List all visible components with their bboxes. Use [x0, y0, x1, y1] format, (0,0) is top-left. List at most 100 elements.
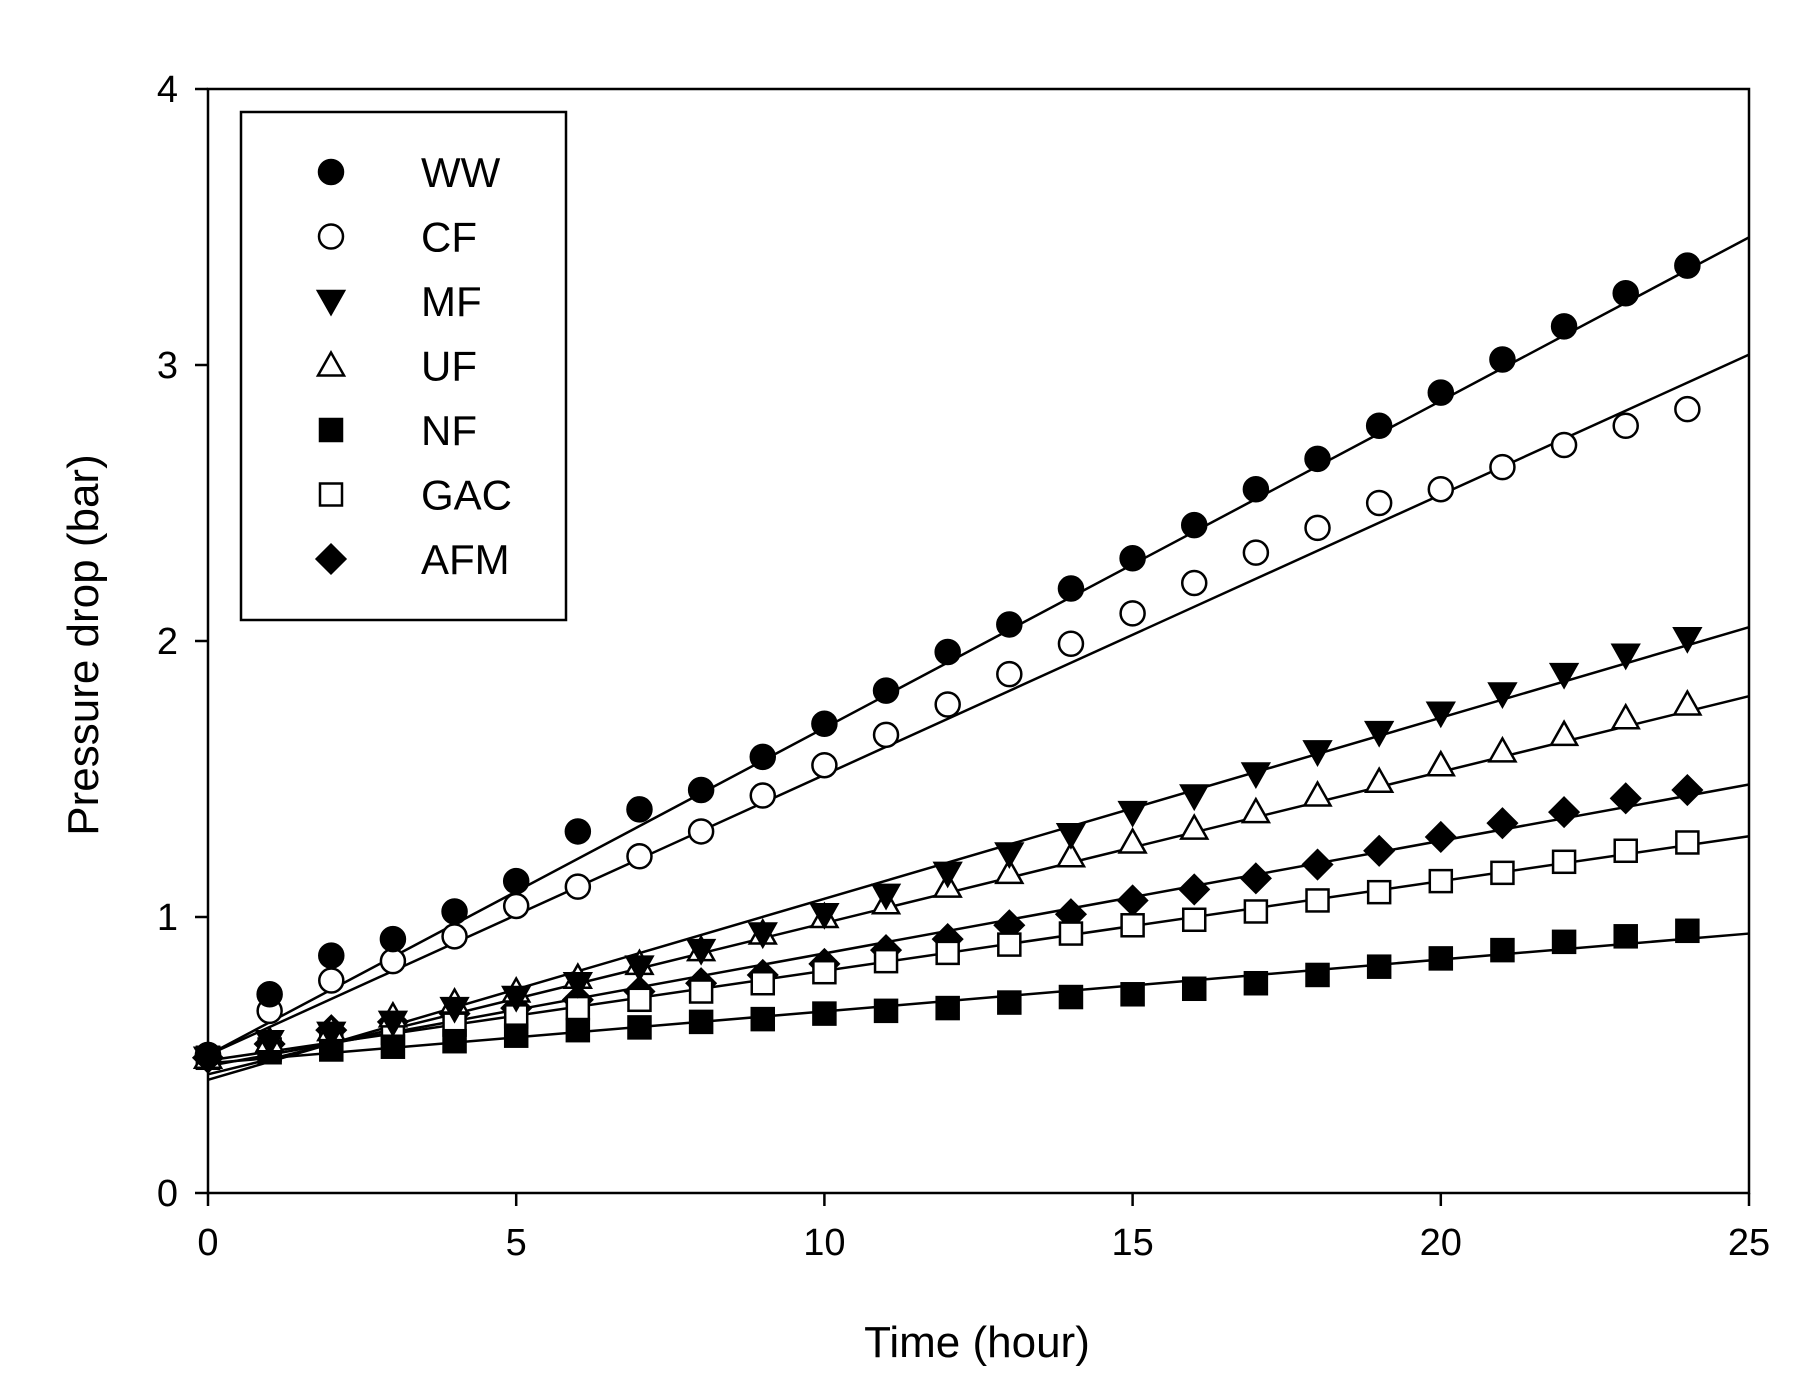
data-point-cf — [1242, 539, 1270, 566]
data-point-nf — [1428, 946, 1454, 971]
data-point-ww — [1612, 279, 1639, 307]
data-point-mf — [1672, 626, 1703, 654]
legend: WW CF MF UF NF GAC AFM — [239, 110, 568, 622]
legend-label-cf: CF — [421, 214, 477, 261]
data-point-cf — [564, 873, 592, 900]
data-point-cf — [502, 892, 530, 920]
data-point-cf — [318, 967, 345, 994]
data-point-nf — [627, 1015, 652, 1040]
data-point-mf — [316, 1021, 347, 1049]
legend-marker-nf — [318, 417, 344, 443]
data-point-mf — [1240, 762, 1272, 790]
legend-label-mf: MF — [421, 278, 482, 325]
data-point-nf — [1181, 976, 1207, 1002]
data-point-cf — [1119, 600, 1146, 627]
data-point-cf — [934, 691, 961, 718]
x-tick-label: 10 — [803, 1222, 845, 1264]
data-point-cf — [1057, 630, 1085, 658]
data-point-gac — [873, 948, 899, 974]
data-point-ww — [811, 710, 838, 738]
data-point-ww — [256, 981, 283, 1008]
data-point-nf — [380, 1034, 406, 1059]
data-point-nf — [565, 1017, 591, 1043]
data-point-afm — [1486, 807, 1519, 840]
data-point-mf — [1610, 643, 1641, 671]
data-point-gac — [1058, 921, 1084, 946]
data-point-afm — [1363, 834, 1396, 867]
x-tick-label: 25 — [1728, 1222, 1770, 1264]
data-point-nf — [442, 1028, 467, 1054]
data-point-cf — [749, 782, 777, 809]
data-point-gac — [1551, 849, 1577, 875]
data-point-mf — [501, 985, 532, 1013]
data-point-cf — [1489, 453, 1516, 481]
data-point-ww — [1427, 379, 1455, 406]
legend-box — [239, 110, 568, 622]
data-point-ww — [934, 638, 961, 666]
data-point-ww — [996, 611, 1023, 638]
data-point-gac — [1181, 907, 1207, 933]
data-point-afm — [1178, 873, 1211, 906]
data-point-cf — [996, 660, 1023, 688]
y-tick-label: 4 — [157, 69, 178, 111]
data-point-nf — [1305, 962, 1330, 988]
data-point-cf — [872, 721, 900, 749]
data-point-uf — [1672, 688, 1703, 716]
data-point-gac — [1428, 868, 1454, 894]
data-point-ww — [564, 818, 592, 845]
data-point-gac — [1675, 830, 1700, 855]
data-point-mf — [1179, 784, 1210, 812]
data-point-cf — [811, 751, 838, 779]
data-point-ww — [1119, 544, 1146, 572]
data-point-mf — [254, 1029, 285, 1057]
x-tick-label: 0 — [197, 1222, 218, 1264]
y-tick-label: 0 — [157, 1173, 178, 1215]
x-tick-label: 20 — [1420, 1222, 1462, 1264]
data-point-mf — [1487, 682, 1518, 709]
data-point-mf — [1055, 822, 1087, 850]
data-point-nf — [503, 1023, 529, 1048]
data-point-afm — [1548, 796, 1581, 829]
data-point-mf — [747, 922, 778, 950]
data-point-nf — [688, 1009, 714, 1035]
data-point-gac — [1120, 913, 1145, 938]
data-point-nf — [1058, 984, 1084, 1010]
legend-marker-uf — [315, 349, 347, 377]
x-axis-label: Time (hour) — [864, 1318, 1090, 1367]
data-point-uf — [1610, 702, 1641, 730]
data-point-mf — [439, 996, 470, 1024]
legend-marker-ww — [317, 158, 345, 186]
data-point-uf — [1055, 840, 1087, 868]
data-point-nf — [1675, 918, 1700, 944]
data-point-ww — [1304, 445, 1331, 473]
data-point-ww — [502, 867, 530, 895]
data-point-gac — [688, 979, 714, 1004]
data-point-ww — [749, 743, 777, 771]
data-point-nf — [873, 998, 899, 1024]
data-point-nf — [997, 990, 1022, 1015]
data-point-nf — [1490, 937, 1515, 963]
data-point-uf — [994, 857, 1025, 885]
data-point-ww — [194, 1041, 222, 1069]
y-tick-label: 2 — [157, 621, 178, 663]
axes: 0 5 10 15 20 25 0 1 2 3 4 — [157, 69, 1770, 1264]
data-point-ww — [626, 796, 653, 823]
data-point-nf — [1243, 970, 1269, 996]
data-point-ww — [1550, 313, 1578, 340]
data-point-gac — [997, 932, 1022, 957]
data-point-mf — [932, 861, 963, 889]
data-point-nf — [750, 1006, 776, 1032]
data-point-mf — [1302, 740, 1333, 767]
data-point-nf — [1366, 954, 1392, 979]
data-point-gac — [1243, 899, 1269, 924]
data-point-ww — [687, 776, 715, 804]
series-ww — [194, 252, 1701, 1069]
data-point-cf — [1674, 395, 1701, 423]
legend-label-gac: GAC — [421, 472, 512, 519]
data-point-afm — [1671, 773, 1704, 807]
data-point-gac — [565, 995, 591, 1021]
data-point-nf — [1551, 929, 1577, 955]
data-point-ww — [1365, 412, 1393, 439]
data-point-cf — [1612, 412, 1639, 439]
